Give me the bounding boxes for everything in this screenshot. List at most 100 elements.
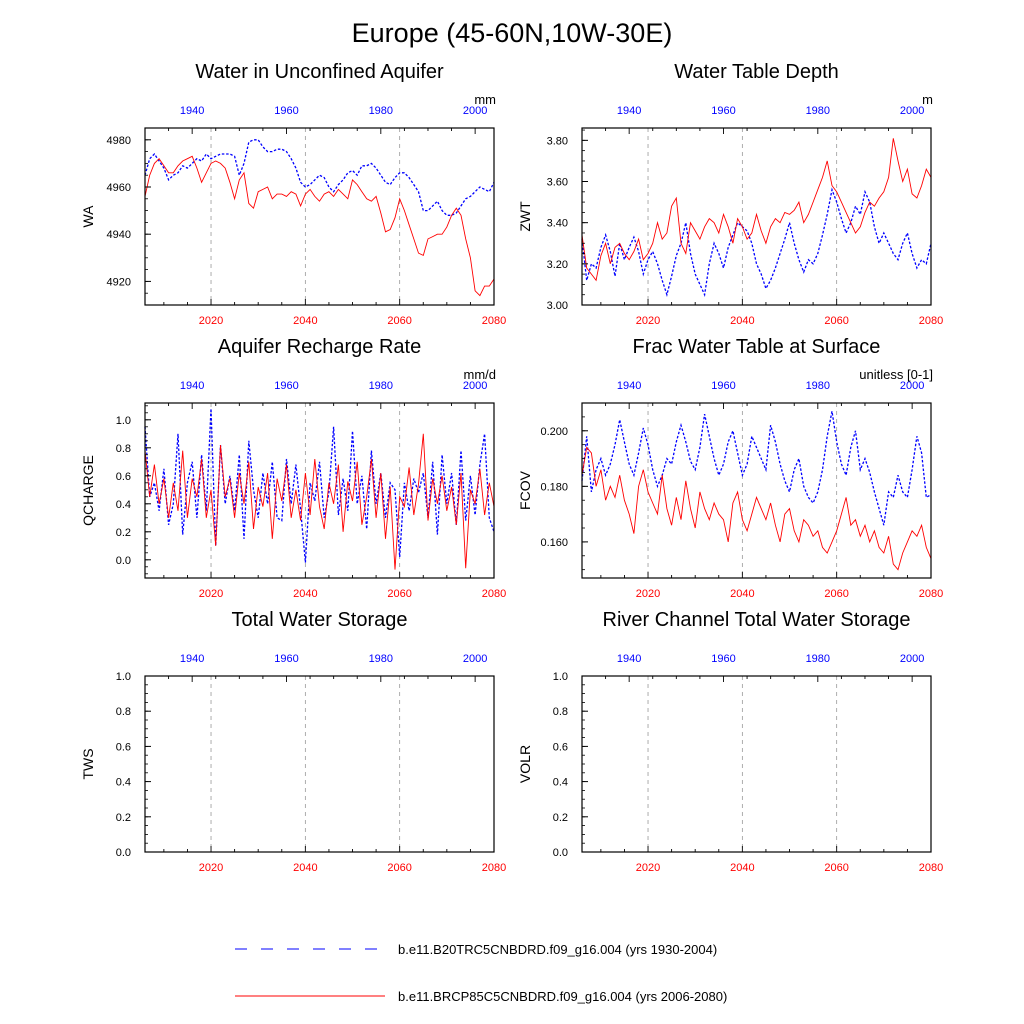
units-label: m (922, 92, 933, 107)
x-tick-label-2060: 2060 (387, 862, 411, 874)
panel-total-water-storage: Total Water Storage TWS 0.0 0.2 0.4 0.6 0.8 1.0… (80, 609, 506, 874)
y-axis-label: TWS (80, 748, 96, 779)
x-tick-label-2040: 2040 (293, 315, 317, 327)
x-tick-label-2060: 2060 (824, 588, 848, 600)
series-line-historical (144, 408, 495, 563)
series-line-future (581, 138, 932, 282)
x-tick-label-2080: 2080 (919, 588, 943, 600)
top-x-tick-label-1960: 1960 (274, 105, 298, 117)
top-x-tick-label-1940: 1940 (180, 380, 204, 392)
top-x-tick-label-1960: 1960 (274, 380, 298, 392)
top-x-tick-label-1980: 1980 (806, 105, 830, 117)
y-axis-label: QCHARGE (80, 455, 96, 526)
y-tick-label: 0.4 (116, 777, 131, 789)
y-tick-label: 0.8 (116, 706, 131, 718)
top-x-tick-label-1960: 1960 (711, 380, 735, 392)
top-x-tick-label-1940: 1940 (617, 380, 641, 392)
top-x-tick-label-2000: 2000 (900, 380, 924, 392)
y-tick-label: 0.2 (116, 812, 131, 824)
series-line-historical (581, 411, 932, 526)
x-tick-label-2080: 2080 (919, 315, 943, 327)
x-tick-label-2080: 2080 (482, 862, 506, 874)
top-x-tick-label-1960: 1960 (711, 105, 735, 117)
x-tick-label-2040: 2040 (730, 862, 754, 874)
y-tick-label: 0.4 (553, 777, 568, 789)
x-tick-label-2020: 2020 (636, 315, 660, 327)
x-tick-label-2040: 2040 (293, 588, 317, 600)
top-x-tick-label-1980: 1980 (369, 380, 393, 392)
y-tick-label: 1.0 (116, 671, 131, 683)
series-line-future (581, 446, 932, 571)
x-tick-label-2080: 2080 (482, 588, 506, 600)
y-tick-label: 4980 (107, 135, 131, 147)
units-label: mm (474, 92, 496, 107)
x-tick-label-2020: 2020 (199, 862, 223, 874)
y-tick-label: 3.20 (547, 259, 568, 271)
legend-label-historical: b.e11.B20TRC5CNBDRD.f09_g16.004 (yrs 193… (398, 942, 717, 957)
panel-water-in-unconfined-aquifer: Water in Unconfined Aquifer mm WA 4920 4940 4… (80, 61, 506, 327)
y-tick-label: 0.8 (116, 443, 131, 455)
x-tick-label-2060: 2060 (824, 862, 848, 874)
y-tick-label: 0.6 (116, 741, 131, 753)
panel-aquifer-recharge-rate: Aquifer Recharge Rate mm/d QCHARGE 0.0 0.2 0.… (80, 336, 506, 600)
chart-title: River Channel Total Water Storage (603, 609, 911, 631)
top-x-tick-label-1960: 1960 (711, 653, 735, 665)
y-tick-label: 0.160 (540, 537, 568, 549)
series-line-future (144, 155, 495, 297)
chart-title: Water Table Depth (674, 61, 839, 83)
y-tick-label: 3.60 (547, 177, 568, 189)
top-x-tick-label-1980: 1980 (806, 653, 830, 665)
top-x-tick-label-1940: 1940 (180, 105, 204, 117)
units-label: mm/d (464, 367, 497, 382)
y-axis-label: WA (80, 205, 96, 228)
plot-frame (581, 127, 932, 306)
x-tick-label-2060: 2060 (387, 588, 411, 600)
y-tick-label: 0.0 (116, 847, 131, 859)
plot-frame (581, 402, 932, 579)
panel-frac-water-table-at-surface: Frac Water Table at Surface unitless [0-1… (517, 336, 943, 600)
top-x-tick-label-1940: 1940 (617, 653, 641, 665)
top-x-tick-label-1980: 1980 (369, 105, 393, 117)
plot-frame (144, 402, 495, 579)
y-tick-label: 3.00 (547, 300, 568, 312)
top-x-tick-label-2000: 2000 (900, 105, 924, 117)
top-x-tick-label-2000: 2000 (900, 653, 924, 665)
plot-frame (144, 675, 495, 853)
x-tick-label-2040: 2040 (730, 315, 754, 327)
y-tick-label: 4920 (107, 276, 131, 288)
x-tick-label-2020: 2020 (199, 315, 223, 327)
units-label: unitless [0-1] (859, 367, 933, 382)
top-x-tick-label-1960: 1960 (274, 653, 298, 665)
y-tick-label: 0.4 (116, 499, 131, 511)
y-tick-label: 1.0 (116, 415, 131, 427)
top-x-tick-label-2000: 2000 (463, 380, 487, 392)
chart-title: Frac Water Table at Surface (633, 336, 881, 358)
y-tick-label: 0.6 (116, 471, 131, 483)
chart-title: Total Water Storage (231, 609, 407, 631)
plot-frame (581, 675, 932, 853)
chart-title: Aquifer Recharge Rate (218, 336, 421, 358)
series-line-future (144, 433, 495, 570)
y-tick-label: 4960 (107, 182, 131, 194)
y-tick-label: 0.6 (553, 741, 568, 753)
x-tick-label-2060: 2060 (387, 315, 411, 327)
x-tick-label-2080: 2080 (482, 315, 506, 327)
y-tick-label: 0.2 (116, 527, 131, 539)
top-x-tick-label-1940: 1940 (180, 653, 204, 665)
y-tick-label: 3.80 (547, 135, 568, 147)
y-tick-label: 0.200 (540, 426, 568, 438)
y-axis-label: FCOV (517, 470, 533, 510)
x-tick-label-2040: 2040 (730, 588, 754, 600)
top-x-tick-label-1980: 1980 (369, 653, 393, 665)
y-tick-label: 4940 (107, 229, 131, 241)
x-tick-label-2080: 2080 (919, 862, 943, 874)
y-tick-label: 1.0 (553, 671, 568, 683)
legend-label-future: b.e11.BRCP85C5CNBDRD.f09_g16.004 (yrs 20… (398, 989, 727, 1004)
y-tick-label: 0.2 (553, 812, 568, 824)
y-tick-label: 0.8 (553, 706, 568, 718)
chart-title: Water in Unconfined Aquifer (195, 61, 444, 83)
panel-water-table-depth: Water Table Depth m ZWT 3.00 3.20 3.40 3.60 3.8… (517, 61, 943, 327)
legend: b.e11.B20TRC5CNBDRD.f09_g16.004 (yrs 193… (235, 942, 727, 1004)
series-line-historical (581, 187, 932, 298)
